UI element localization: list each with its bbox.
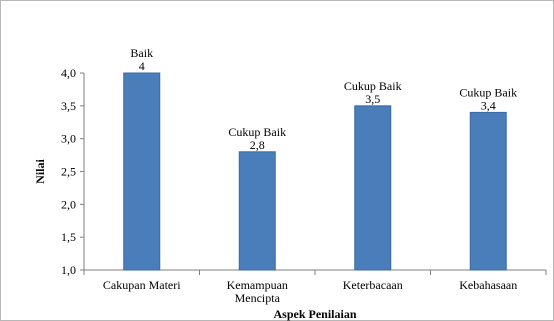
bar: [354, 105, 392, 271]
chart-axes: [80, 72, 547, 275]
bar: [469, 111, 507, 271]
rating-label: Cukup Baik: [344, 79, 402, 93]
y-tick-label: 2,0: [61, 197, 76, 211]
category-label: Mencipta: [235, 291, 281, 305]
rating-label: Cukup Baik: [459, 85, 517, 99]
y-tick-label: 4,0: [61, 66, 76, 80]
category-label: Cakupan Materi: [103, 278, 181, 292]
bar: [123, 72, 161, 271]
bars: [123, 72, 507, 271]
data-label: 3,5: [365, 92, 380, 106]
rating-label: Baik: [130, 46, 153, 60]
data-label: 3,4: [481, 98, 496, 112]
category-label: Kemampuan: [227, 278, 288, 292]
y-axis-title: Nilai: [33, 159, 47, 184]
y-tick-label: 1,0: [61, 263, 76, 277]
y-tick-label: 2,5: [61, 165, 76, 179]
rating-label: Cukup Baik: [228, 125, 286, 139]
bar: [238, 151, 276, 271]
y-tick-label: 3,0: [61, 132, 76, 146]
y-tick-label: 1,5: [61, 230, 76, 244]
y-tick-labels: 1,0 1,5 2,0 2,5 3,0 3,5 4,0: [61, 66, 76, 277]
data-label: 4: [139, 59, 145, 73]
category-label: Keterbacaan: [343, 278, 403, 292]
category-label: Kebahasaan: [459, 278, 517, 292]
x-axis-title: Aspek Penilaian: [273, 307, 356, 321]
data-label: 2,8: [250, 138, 265, 152]
y-tick-label: 3,5: [61, 99, 76, 113]
